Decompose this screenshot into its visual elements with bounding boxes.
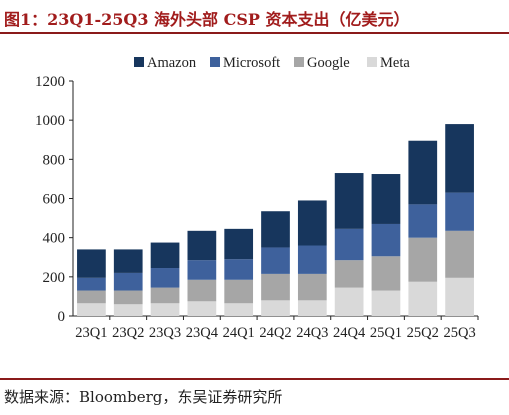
bar-segment-meta (445, 277, 474, 316)
bar-segment-google (187, 279, 217, 302)
legend-swatch-microsoft (210, 57, 220, 67)
bar-segment-google (297, 273, 327, 301)
bar-segment-amazon (297, 200, 327, 246)
y-tick-label: 400 (43, 231, 66, 247)
bar-segment-meta (187, 301, 217, 316)
bar-segment-meta (77, 303, 106, 316)
bar-segment-meta (261, 300, 290, 316)
bar-segment-microsoft (445, 192, 474, 231)
bar-segment-google (334, 260, 364, 288)
bar-segment-amazon (371, 174, 401, 224)
bar-segment-google (445, 230, 474, 278)
legend-swatch-meta (367, 57, 377, 67)
bar-segment-microsoft (113, 272, 143, 291)
legend-swatch-amazon (134, 57, 144, 67)
bar-segment-meta (371, 290, 401, 316)
source-note: 数据来源：Bloomberg，东吴证券研究所 (4, 388, 283, 406)
y-tick-label: 1200 (35, 74, 65, 90)
bar-segment-google (224, 279, 254, 304)
bar-segment-meta (408, 281, 438, 316)
y-tick-label: 200 (43, 270, 66, 286)
x-tick-label: 23Q1 (75, 325, 107, 341)
bar-segment-microsoft (224, 259, 254, 280)
bar-segment-meta (224, 303, 254, 316)
bar-segment-microsoft (150, 268, 180, 288)
bar-segment-microsoft (261, 247, 290, 274)
bar-segment-microsoft (371, 223, 401, 257)
y-tick-label: 1000 (35, 113, 65, 129)
bar-segment-amazon (408, 140, 438, 205)
bar-segment-microsoft (77, 277, 106, 291)
bar-segment-amazon (113, 249, 143, 273)
figure-title: 图1：23Q1-25Q3 海外头部 CSP 资本支出（亿美元） (4, 10, 410, 29)
bar-segment-microsoft (334, 228, 364, 261)
bar-segment-amazon (187, 230, 217, 261)
bar-segment-meta (150, 303, 180, 316)
x-tick-label: 24Q2 (259, 325, 291, 341)
bar-segment-amazon (224, 228, 254, 260)
legend-label-meta: Meta (380, 55, 410, 71)
bar-segment-google (261, 273, 290, 301)
legend-label-google: Google (307, 55, 350, 71)
figure-header: 图1：23Q1-25Q3 海外头部 CSP 资本支出（亿美元） (0, 0, 509, 34)
y-tick-label: 800 (43, 152, 66, 168)
bar-segment-google (77, 290, 106, 304)
bar-segment-google (408, 237, 438, 282)
bar-segment-microsoft (408, 204, 438, 238)
bar-segment-google (150, 287, 180, 304)
bar-segment-amazon (334, 173, 364, 229)
y-tick-label: 600 (43, 192, 66, 208)
x-tick-label: 25Q3 (443, 325, 475, 341)
x-tick-label: 23Q2 (112, 325, 144, 341)
bar-segment-microsoft (297, 245, 327, 274)
bar-segment-google (113, 290, 143, 305)
footer-rule (0, 378, 509, 380)
legend-swatch-google (294, 57, 304, 67)
x-tick-label: 25Q2 (407, 325, 439, 341)
x-tick-label: 24Q1 (223, 325, 255, 341)
legend-label-microsoft: Microsoft (223, 55, 280, 71)
bar-segment-amazon (77, 249, 106, 278)
bar-segment-amazon (445, 124, 474, 193)
bar-segment-amazon (150, 242, 180, 269)
bar-segment-amazon (261, 211, 290, 248)
x-tick-label: 25Q1 (370, 325, 402, 341)
bar-segment-meta (297, 300, 327, 316)
x-tick-label: 24Q3 (296, 325, 328, 341)
x-tick-label: 23Q4 (186, 325, 219, 341)
bar-segment-meta (334, 287, 364, 316)
legend-label-amazon: Amazon (147, 55, 197, 71)
bar-segment-microsoft (187, 260, 217, 280)
bar-segment-meta (113, 304, 143, 316)
bar-segment-google (371, 256, 401, 291)
x-tick-label: 23Q3 (149, 325, 181, 341)
y-tick-label: 0 (58, 309, 66, 325)
x-tick-label: 24Q4 (333, 325, 366, 341)
